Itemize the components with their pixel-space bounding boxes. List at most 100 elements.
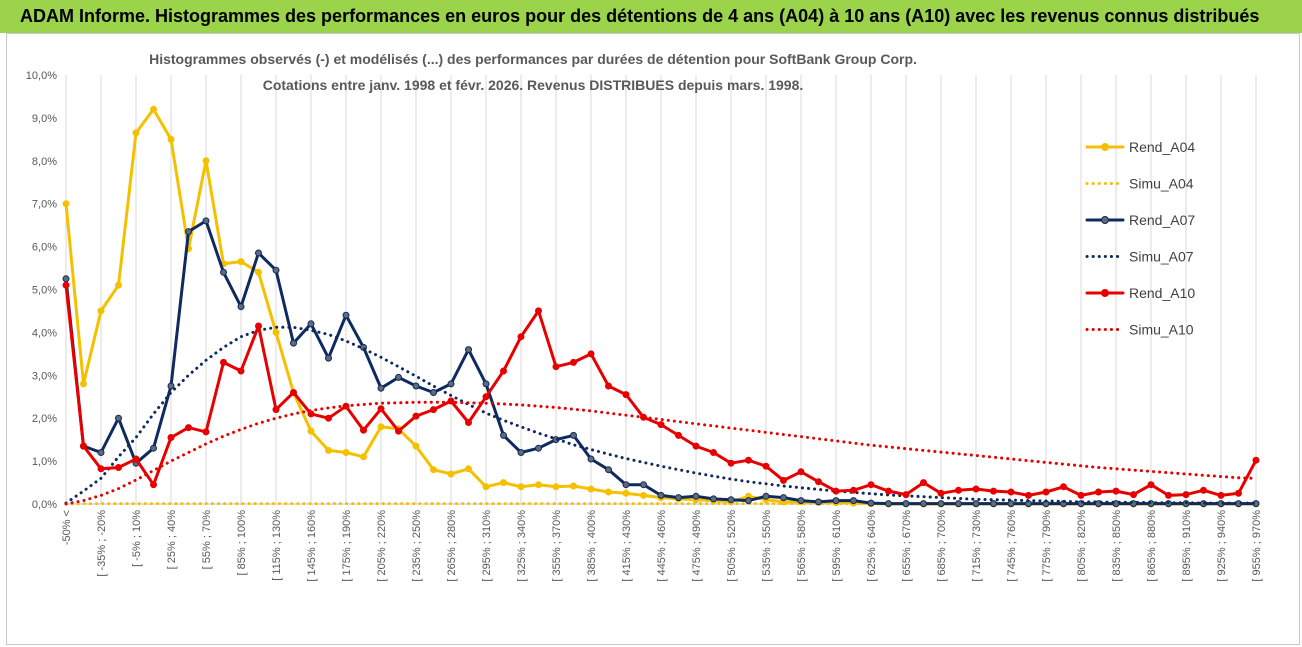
data-point bbox=[552, 363, 560, 371]
x-tick-label: [ 805% ; 820% bbox=[1076, 510, 1088, 582]
data-point bbox=[167, 135, 175, 143]
data-point bbox=[185, 424, 192, 432]
x-tick-label: [ 85% ; 100% bbox=[236, 510, 248, 576]
data-point bbox=[1112, 487, 1120, 495]
data-point bbox=[97, 307, 105, 315]
data-point bbox=[517, 449, 525, 456]
data-point bbox=[185, 228, 192, 236]
x-tick-label: [ 415% ; 430% bbox=[621, 510, 633, 582]
legend-label: Rend_A07 bbox=[1129, 212, 1195, 228]
data-point bbox=[535, 481, 542, 489]
report-banner-title: ADAM Informe. Histogrammes des performan… bbox=[0, 0, 1302, 33]
x-tick-label: [ 385% ; 400% bbox=[586, 510, 598, 582]
data-point bbox=[115, 414, 122, 422]
data-point bbox=[377, 384, 385, 392]
data-point bbox=[1095, 488, 1102, 496]
data-point bbox=[745, 456, 752, 464]
data-point bbox=[377, 423, 385, 431]
data-point bbox=[657, 421, 665, 429]
data-point bbox=[342, 449, 350, 456]
data-point bbox=[395, 427, 402, 435]
data-point bbox=[640, 481, 647, 489]
legend-label: Rend_A10 bbox=[1129, 285, 1195, 301]
data-point bbox=[517, 333, 525, 341]
series-line-simu_a10 bbox=[64, 400, 1258, 506]
data-point bbox=[80, 380, 87, 388]
series-layer bbox=[62, 105, 1260, 508]
legend: Rend_A04 Simu_A04 Rend_A07 Simu_A07 Rend_A10… bbox=[1085, 139, 1195, 338]
data-point bbox=[412, 442, 420, 450]
data-point bbox=[867, 499, 875, 507]
data-point bbox=[500, 479, 507, 487]
x-tick-label: [ 715% ; 730% bbox=[971, 510, 983, 582]
x-tick-label: [ 835% ; 850% bbox=[1111, 510, 1123, 582]
data-point bbox=[832, 497, 840, 505]
data-point bbox=[920, 479, 927, 487]
x-tick-label: [ -35% ; -20% bbox=[96, 510, 108, 577]
data-point bbox=[605, 382, 612, 390]
x-tick-label: [ 895% ; 910% bbox=[1181, 510, 1193, 582]
data-point bbox=[920, 500, 927, 508]
x-tick-label: [ 745% ; 760% bbox=[1006, 510, 1018, 582]
data-point bbox=[150, 444, 157, 452]
data-point bbox=[500, 431, 507, 439]
data-point bbox=[727, 459, 735, 467]
data-point bbox=[1025, 491, 1032, 499]
x-tick-label: [ 775% ; 790% bbox=[1041, 510, 1053, 582]
data-point bbox=[482, 393, 490, 401]
data-point bbox=[762, 492, 770, 500]
data-point bbox=[255, 249, 262, 257]
legend-marker bbox=[1101, 143, 1109, 151]
data-point bbox=[640, 491, 647, 499]
data-point bbox=[167, 434, 175, 441]
data-point bbox=[1077, 491, 1085, 499]
data-point bbox=[272, 328, 280, 336]
x-tick-label: [ 655% ; 670% bbox=[901, 510, 913, 582]
data-point bbox=[307, 427, 315, 435]
chart-subtitle: Cotations entre janv. 1998 et févr. 2026… bbox=[263, 77, 804, 93]
y-tick-label: 6,0% bbox=[32, 242, 57, 254]
data-point bbox=[272, 266, 280, 274]
data-point bbox=[482, 483, 490, 491]
data-point bbox=[657, 491, 665, 499]
data-point bbox=[465, 419, 472, 426]
data-point bbox=[972, 500, 980, 508]
x-tick-label: [ 355% ; 370% bbox=[551, 510, 563, 582]
data-point bbox=[325, 446, 332, 454]
data-point bbox=[237, 367, 245, 375]
data-point bbox=[272, 406, 280, 414]
data-point bbox=[482, 380, 490, 388]
axes: 0,0% 1,0% 2,0% 3,0% 4,0% 5,0% 6,0% 7,0% 8,0% 9,0%… bbox=[26, 70, 1263, 582]
data-point bbox=[937, 500, 945, 508]
x-tick-label: -50% < bbox=[61, 510, 73, 545]
data-point bbox=[430, 406, 437, 414]
y-tick-label: 10,0% bbox=[26, 70, 57, 82]
data-point bbox=[622, 391, 630, 399]
data-point bbox=[955, 486, 962, 494]
x-tick-label: [ 115% ; 130% bbox=[271, 510, 283, 581]
data-point bbox=[1042, 488, 1050, 496]
data-point bbox=[237, 303, 245, 311]
data-point bbox=[465, 465, 472, 473]
x-tick-label: [ 685% ; 700% bbox=[936, 510, 948, 582]
data-point bbox=[710, 449, 717, 456]
data-point bbox=[132, 455, 140, 463]
data-point bbox=[587, 455, 595, 463]
data-point bbox=[377, 405, 385, 413]
data-point bbox=[727, 496, 735, 504]
data-point bbox=[447, 380, 455, 388]
y-tick-label: 4,0% bbox=[32, 327, 57, 339]
data-point bbox=[990, 500, 997, 508]
data-point bbox=[622, 489, 630, 497]
x-tick-label: [ 325% ; 340% bbox=[516, 510, 528, 582]
data-point bbox=[167, 382, 175, 390]
legend-marker bbox=[1101, 289, 1109, 297]
data-point bbox=[132, 129, 140, 137]
data-point bbox=[220, 358, 227, 366]
x-tick-label: [ 235% ; 250% bbox=[411, 510, 423, 582]
data-point bbox=[605, 488, 612, 496]
y-tick-label: 7,0% bbox=[32, 199, 57, 211]
y-tick-label: 5,0% bbox=[32, 285, 57, 297]
data-point bbox=[570, 431, 577, 439]
data-point bbox=[902, 491, 910, 499]
